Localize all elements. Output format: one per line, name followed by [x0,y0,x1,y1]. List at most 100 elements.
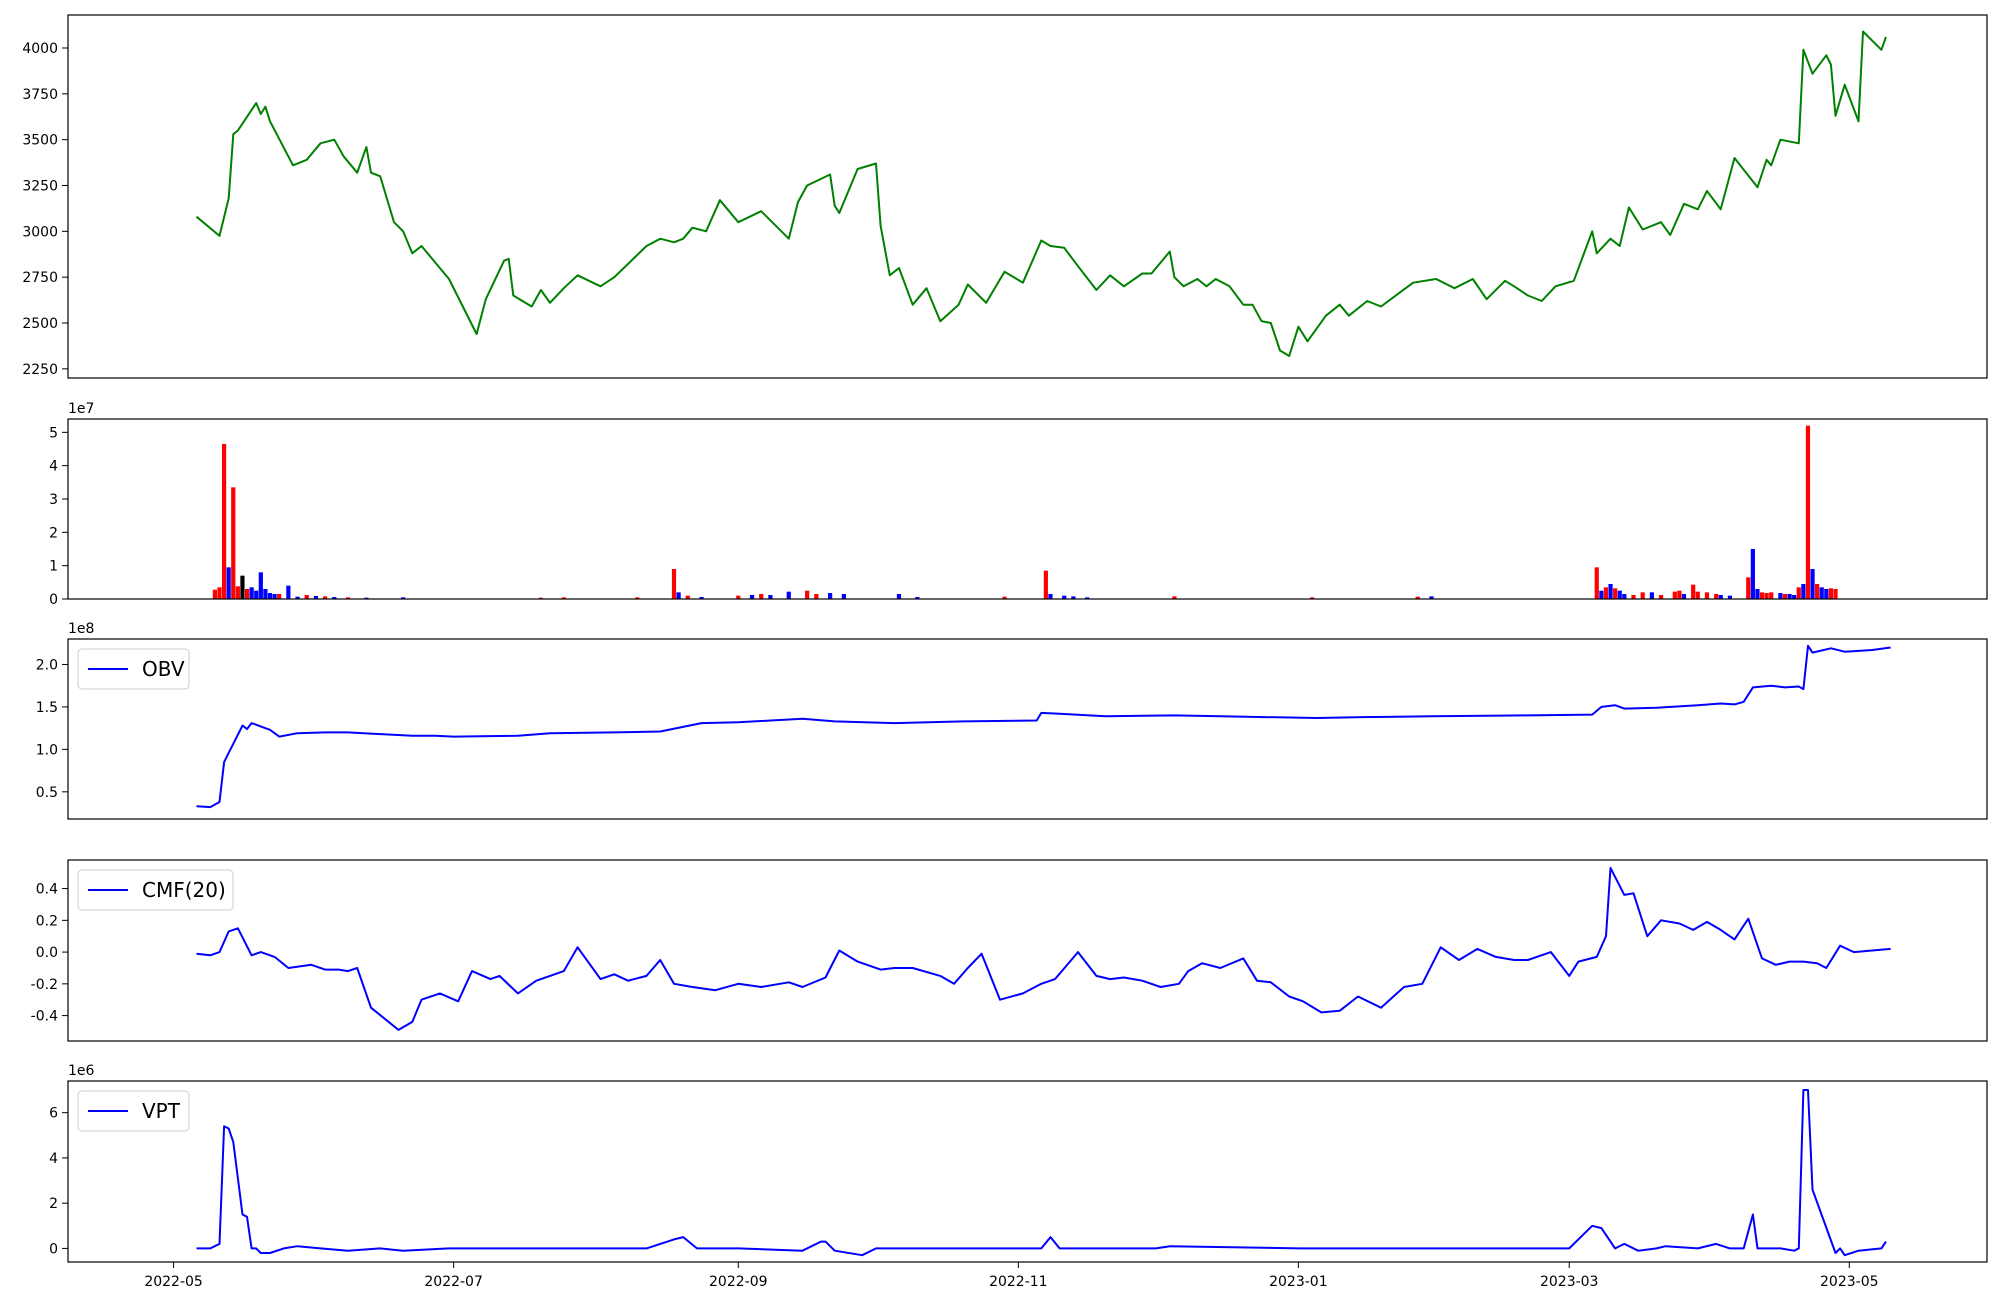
volume-bar [1640,592,1645,599]
volume-bar [841,594,846,599]
series-line [196,1089,1887,1257]
volume-bar [915,597,920,599]
volume-bar [1782,594,1788,599]
volume-bar [759,594,764,599]
y-tick-label: 4 [49,1151,58,1167]
y-tick-label: 0 [49,1241,58,1257]
volume-bar [1714,594,1719,599]
y-tick-label: 2 [49,1196,58,1212]
volume-bar [1727,595,1733,599]
y-tick-label: 1.5 [36,700,58,716]
y-tick-label: 2500 [22,316,58,332]
axes-frame [67,638,1988,820]
volume-bar [1833,589,1838,599]
volume-bar [313,596,319,599]
plot-area [212,425,1838,599]
volume-bar [254,590,259,599]
volume-bar [1796,587,1801,599]
cmf-panel: -0.4 -0.2 0.0 0.2 0.4 CMF(20) [31,859,1988,1042]
series-line [196,866,1891,1031]
x-tick-label: 2022-07 [424,1274,483,1290]
volume-bar [267,593,273,599]
plot-area [195,30,1887,357]
volume-bar [1828,588,1834,599]
axis-scale-label: 1e7 [68,401,94,417]
price-panel: 2250 2500 2750 3000 3250 3500 3750 4000 [22,14,1988,379]
y-tick-label: 2.0 [36,657,58,673]
volume-bar [1759,592,1765,599]
volume-bar [671,569,677,599]
volume-bar [304,595,309,599]
volume-bar [1649,592,1654,599]
legend: CMF(20) [77,869,234,911]
series-line [195,30,1887,357]
y-tick-label: 2750 [22,270,58,286]
volume-bar [286,585,291,599]
vpt-panel: 0 2 4 6 1e6 VPT [49,1063,1988,1263]
x-tick-label: 2023-01 [1269,1274,1328,1290]
volume-bar [364,597,369,599]
volume-bar [1631,595,1636,599]
y-tick-label: 2 [49,525,58,541]
volume-bar [1769,592,1774,599]
volume-bar [538,597,543,599]
y-tick-label: 5 [49,425,58,441]
y-tick-label: 4 [49,459,58,475]
plot-area [196,866,1891,1031]
shared-x-axis: 2022-05 2022-07 2022-09 2022-11 2023-01 2023-… [144,1262,1879,1290]
volume-bar [1085,597,1090,599]
plot-area [196,1089,1887,1257]
volume-bar [272,594,277,599]
volume-bar [1746,577,1751,599]
volume-bar [1429,596,1434,599]
volume-bar [827,593,833,599]
volume-bar [1043,570,1048,599]
volume-bar [1599,590,1604,599]
y-tick-label: 0 [49,592,58,608]
volume-bar [1815,584,1820,599]
x-tick-label: 2023-05 [1820,1274,1879,1290]
axes-frame [67,859,1988,1042]
y-tick-label: 3500 [22,133,58,149]
y-tick-label: 3250 [22,179,58,195]
volume-bar [1672,591,1677,599]
axes-frame [67,1080,1988,1263]
volume-bar [1801,584,1806,599]
volume-bar [749,595,755,599]
volume-bar [786,591,791,599]
volume-bar [1755,589,1760,599]
volume-bar [1415,596,1420,599]
volume-bar [1310,597,1315,599]
y-tick-label: -0.2 [31,977,58,993]
volume-bar [1681,594,1687,599]
x-tick-label: 2022-05 [144,1274,203,1290]
volume-bar [226,567,231,599]
volume-bar [1594,567,1599,599]
legend-label: VPT [142,1099,181,1123]
volume-bar [768,595,773,599]
axis-scale-label: 1e6 [68,1063,95,1079]
volume-bar [1062,595,1067,599]
volume-bar [217,587,222,599]
volume-bar [1778,593,1783,599]
volume-bar [401,597,406,599]
volume-bar [805,590,810,599]
axis-scale-label: 1e8 [68,621,94,637]
y-tick-label: 1.0 [36,742,58,758]
volume-bar [1810,569,1815,599]
volume-bar [332,597,337,599]
volume-bar [1718,595,1723,599]
legend: OBV [77,648,190,690]
volume-bar [736,595,741,599]
y-tick-label: 1 [49,559,58,575]
volume-bar [896,594,902,599]
volume-bar [1691,584,1696,599]
y-tick-label: 3000 [22,224,58,240]
volume-bar [1608,584,1613,599]
volume-bar [1677,590,1682,599]
y-tick-label: 0.5 [36,785,58,801]
volume-bar [1695,591,1700,599]
volume-bar [1071,596,1076,599]
volume-bar [1622,594,1627,599]
